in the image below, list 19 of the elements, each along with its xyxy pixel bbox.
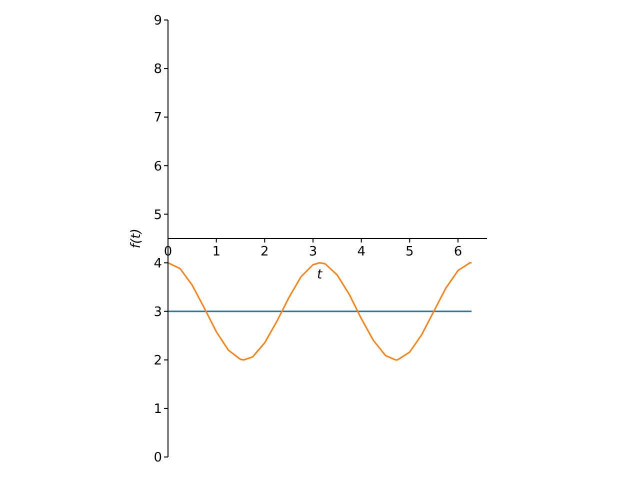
x-tick-label: 5 — [406, 244, 414, 260]
y-tick-label: 7 — [154, 110, 162, 126]
y-tick-label: 1 — [154, 402, 162, 418]
x-tick-label: 1 — [212, 244, 220, 260]
x-tick-label: 3 — [308, 244, 318, 260]
x-tick-label: 2 — [260, 244, 269, 260]
y-axis-title: f(t) — [129, 228, 144, 248]
y-tick-label: 6 — [154, 159, 162, 174]
y-tick-label: 8 — [154, 62, 162, 78]
line-series — [168, 262, 472, 361]
y-tick-label: 5 — [154, 208, 162, 223]
y-tick-label: 3 — [154, 304, 162, 320]
y-tick-label: 9 — [154, 14, 162, 29]
x-tick-label: 4 — [357, 244, 366, 260]
x-axis-title: t — [316, 268, 323, 282]
x-tick-label: 6 — [454, 244, 462, 260]
y-tick-label: 4 — [154, 256, 162, 272]
y-tick-label: 2 — [154, 354, 162, 369]
y-tick-label: 0 — [154, 450, 162, 466]
